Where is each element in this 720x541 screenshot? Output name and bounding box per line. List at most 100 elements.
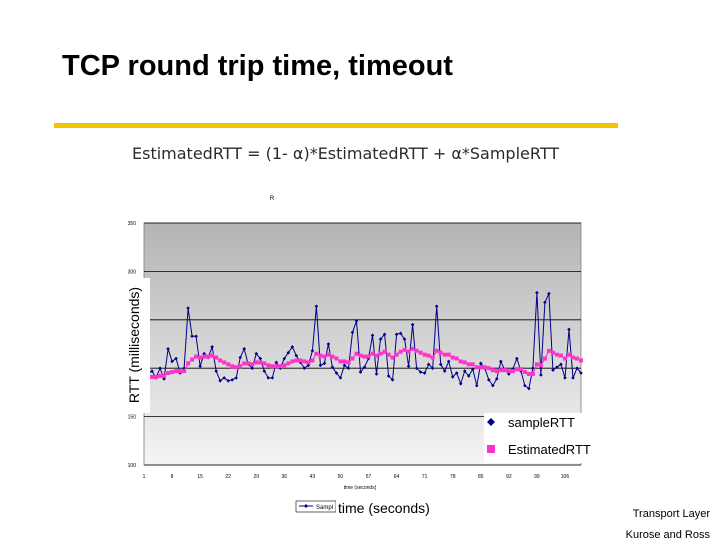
data-point-sampleRTT	[466, 374, 471, 378]
data-point-EstimatedRTT	[182, 369, 187, 374]
data-point-EstimatedRTT	[310, 358, 315, 363]
data-point-EstimatedRTT	[410, 346, 415, 351]
data-point-sampleRTT	[446, 359, 451, 364]
x-tick-label: 1	[143, 474, 146, 480]
data-point-EstimatedRTT	[522, 370, 527, 375]
footer-authors: Kurose and Ross	[625, 529, 710, 541]
data-point-sampleRTT	[434, 304, 439, 309]
data-point-EstimatedRTT	[526, 372, 531, 377]
data-point-EstimatedRTT	[490, 368, 495, 373]
data-point-EstimatedRTT	[206, 354, 211, 359]
data-point-sampleRTT	[374, 372, 379, 376]
data-point-EstimatedRTT	[402, 347, 407, 352]
data-point-EstimatedRTT	[398, 349, 403, 354]
data-point-sampleRTT	[170, 359, 174, 364]
data-point-sampleRTT	[338, 376, 343, 380]
data-point-EstimatedRTT	[386, 352, 391, 357]
x-label-panel	[336, 498, 444, 516]
series	[142, 290, 583, 391]
data-point-EstimatedRTT	[506, 369, 511, 374]
data-point-EstimatedRTT	[579, 358, 583, 363]
data-point-sampleRTT	[310, 348, 315, 353]
data-point-EstimatedRTT	[390, 355, 395, 360]
data-point-sampleRTT	[286, 350, 291, 355]
x-tick-label: 29	[253, 474, 259, 480]
legend-label-EstimatedRTT: EstimatedRTT	[508, 442, 591, 457]
data-point-EstimatedRTT	[170, 370, 175, 375]
data-point-EstimatedRTT	[450, 355, 455, 360]
data-point-EstimatedRTT	[322, 354, 327, 359]
data-point-EstimatedRTT	[298, 358, 303, 363]
data-point-sampleRTT	[430, 366, 435, 370]
legend-box	[484, 413, 608, 463]
data-point-sampleRTT	[571, 376, 575, 380]
y-label-panel	[108, 278, 150, 413]
data-point-EstimatedRTT	[254, 360, 259, 365]
x-tick-label: 71	[422, 474, 428, 480]
data-point-EstimatedRTT	[498, 368, 503, 373]
data-point-EstimatedRTT	[538, 363, 543, 368]
y-tick-label: 150	[128, 415, 137, 421]
data-point-sampleRTT	[458, 381, 463, 386]
data-point-sampleRTT	[555, 365, 559, 370]
footer-transport-layer: Transport Layer	[632, 508, 710, 520]
data-point-sampleRTT	[499, 359, 503, 364]
data-point-EstimatedRTT	[414, 348, 419, 353]
data-point-EstimatedRTT	[482, 365, 487, 370]
data-point-EstimatedRTT	[314, 351, 319, 356]
data-point-sampleRTT	[346, 366, 351, 370]
title-accent-bar	[54, 123, 618, 128]
data-point-EstimatedRTT	[434, 348, 439, 353]
data-point-EstimatedRTT	[474, 365, 479, 370]
x-tick-label: 15	[197, 474, 203, 480]
data-point-sampleRTT	[531, 366, 535, 370]
x-tick-label: 85	[478, 474, 484, 480]
data-point-sampleRTT	[358, 370, 363, 374]
data-point-sampleRTT	[370, 333, 375, 338]
data-point-EstimatedRTT	[214, 355, 219, 360]
data-point-EstimatedRTT	[306, 360, 311, 365]
data-point-EstimatedRTT	[430, 355, 435, 360]
data-point-EstimatedRTT	[162, 373, 167, 378]
data-point-sampleRTT	[567, 327, 571, 332]
x-tick-label: 92	[506, 474, 512, 480]
data-point-sampleRTT	[186, 306, 190, 310]
data-point-EstimatedRTT	[210, 353, 215, 358]
data-point-EstimatedRTT	[294, 358, 299, 363]
data-point-sampleRTT	[326, 342, 331, 346]
x-tick-label: 78	[450, 474, 456, 480]
data-point-EstimatedRTT	[166, 371, 171, 376]
data-point-EstimatedRTT	[374, 353, 379, 358]
data-point-sampleRTT	[162, 377, 166, 381]
data-point-EstimatedRTT	[566, 352, 571, 357]
data-point-EstimatedRTT	[174, 369, 179, 374]
data-point-sampleRTT	[515, 356, 519, 361]
data-point-EstimatedRTT	[202, 354, 207, 359]
data-point-sampleRTT	[454, 371, 459, 375]
x-tick-label: 36	[282, 474, 288, 480]
data-point-EstimatedRTT	[270, 364, 275, 369]
data-point-sampleRTT	[194, 334, 198, 339]
data-point-EstimatedRTT	[462, 360, 467, 365]
data-point-sampleRTT	[418, 370, 423, 374]
data-point-EstimatedRTT	[186, 361, 191, 366]
data-point-EstimatedRTT	[518, 367, 523, 372]
data-point-sampleRTT	[462, 369, 467, 373]
data-point-sampleRTT	[490, 383, 495, 388]
data-point-EstimatedRTT	[470, 362, 475, 367]
data-point-sampleRTT	[539, 373, 543, 377]
data-point-EstimatedRTT	[354, 351, 359, 356]
data-point-EstimatedRTT	[422, 352, 427, 357]
data-point-sampleRTT	[226, 378, 230, 383]
data-point-EstimatedRTT	[494, 369, 499, 374]
data-point-EstimatedRTT	[406, 349, 411, 354]
data-point-sampleRTT	[174, 356, 178, 361]
data-point-EstimatedRTT	[334, 356, 339, 361]
data-point-sampleRTT	[294, 353, 299, 358]
data-point-EstimatedRTT	[346, 360, 351, 365]
data-point-sampleRTT	[414, 366, 419, 370]
data-point-EstimatedRTT	[290, 359, 295, 364]
data-point-EstimatedRTT	[226, 362, 231, 367]
legend-label-sampleRTT: sampleRTT	[508, 415, 575, 430]
